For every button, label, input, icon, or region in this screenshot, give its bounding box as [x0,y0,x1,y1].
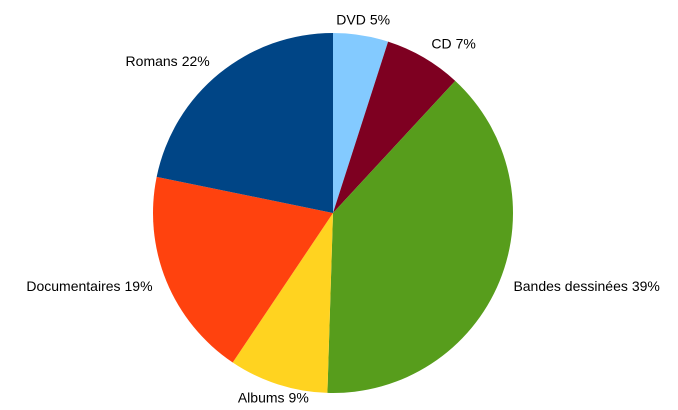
slice-category: CD [431,35,451,51]
slice-label: Albums 9% [238,389,309,405]
slice-label: Bandes dessinées 39% [513,278,659,294]
slice-value: 5% [370,11,390,27]
pie-slice [152,176,333,363]
slice-category: DVD [336,11,366,27]
slice-category: Documentaires [26,278,120,294]
pie-slice [232,213,333,393]
slice-label: Romans 22% [126,53,210,69]
slice-category: Romans [126,53,178,69]
pie-slice [156,33,333,213]
slice-label: CD 7% [431,35,475,51]
slice-value: 9% [289,389,309,405]
pie-slice [333,33,389,213]
slice-category: Albums [238,389,285,405]
slice-value: 19% [125,278,153,294]
slice-value: 22% [182,53,210,69]
slice-category: Bandes dessinées [513,278,627,294]
slice-label: DVD 5% [336,11,390,27]
slice-value: 39% [632,278,660,294]
pie-slice [333,41,456,214]
pie-slice [327,80,513,394]
slice-value: 7% [456,35,476,51]
slice-label: Documentaires 19% [26,278,152,294]
